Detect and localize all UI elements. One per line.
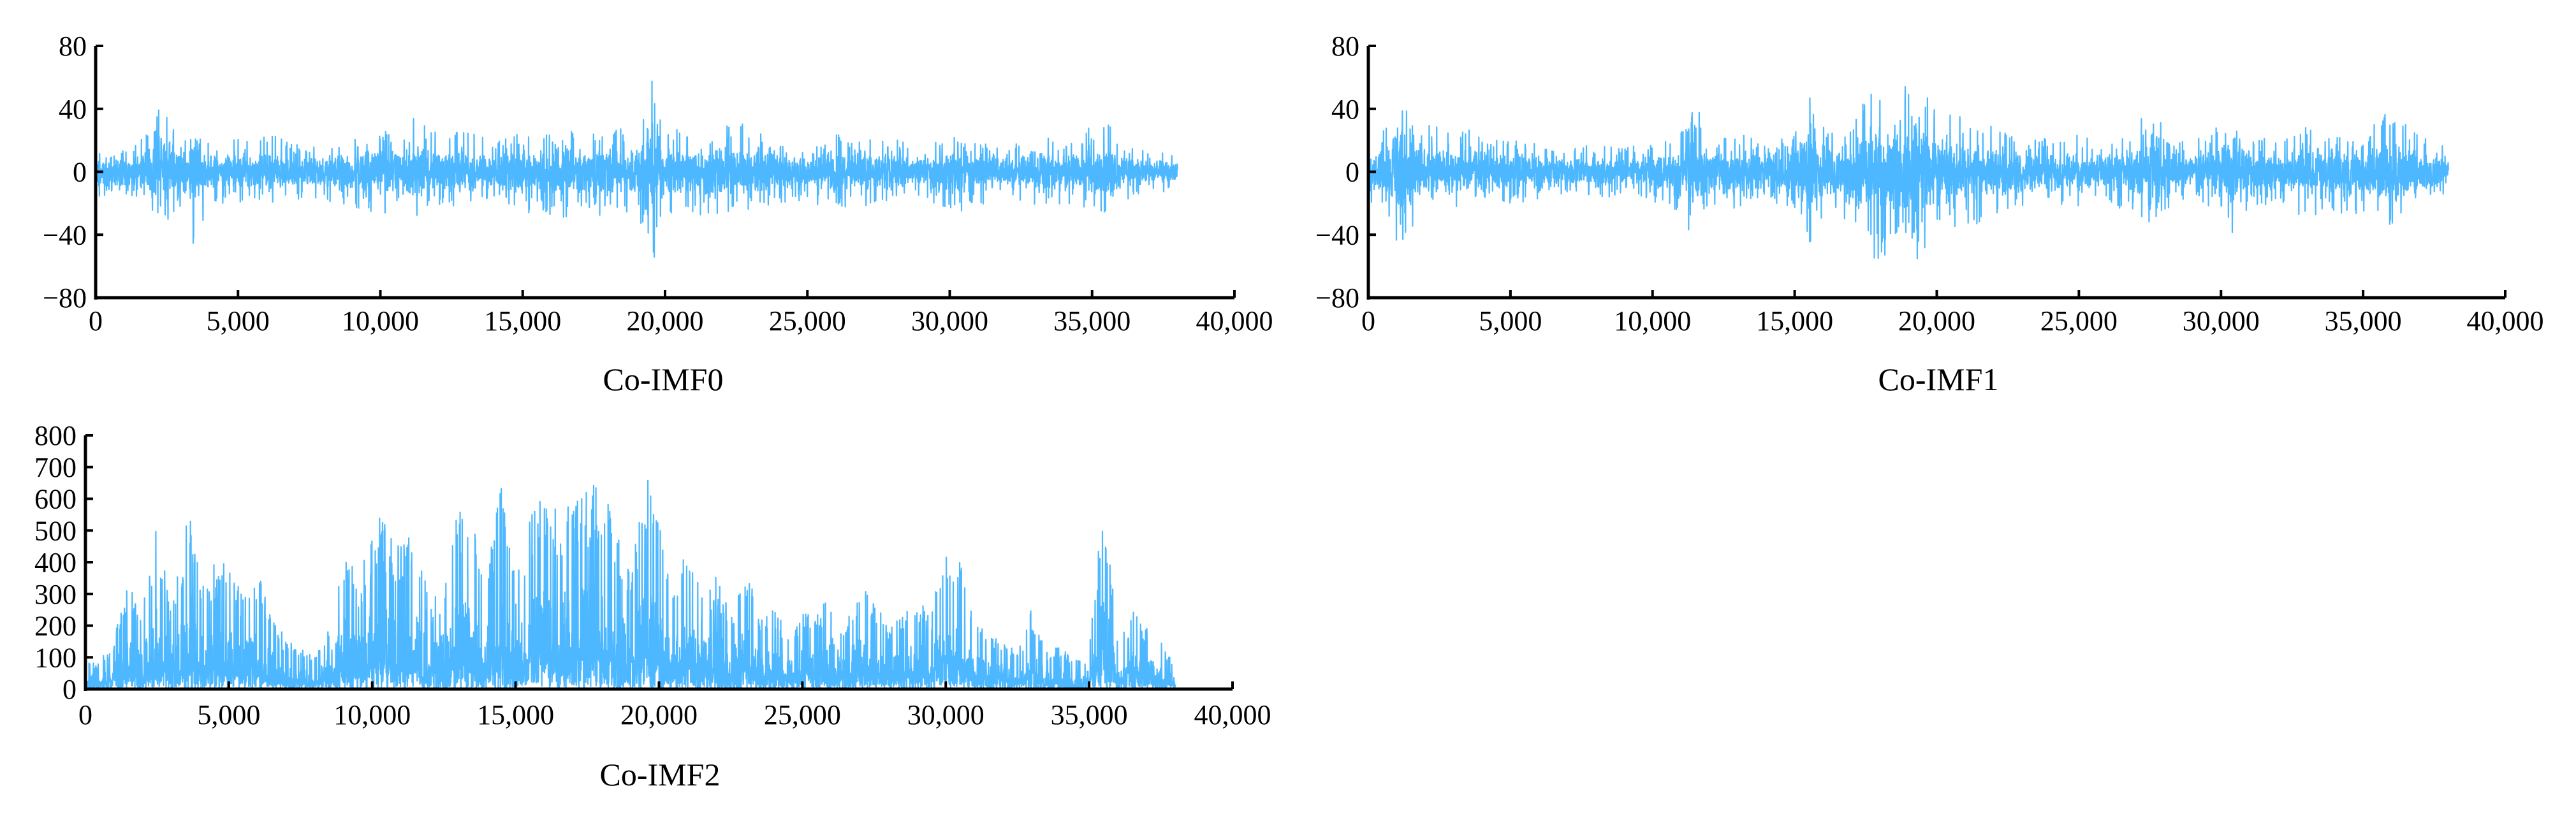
x-tick-label: 5,000: [197, 699, 260, 730]
x-tick-label: 15,000: [1756, 305, 1833, 337]
co-imf1-caption: Co-IMF1: [1878, 361, 1999, 397]
chart-co-imf2: 0 5,000 10,000 15,000 20,000 25,000 30,000 35,0…: [34, 420, 1271, 792]
y-tick-label: −40: [1315, 219, 1359, 251]
x-tick-label: 25,000: [764, 699, 841, 730]
x-tick-label: 20,000: [627, 305, 704, 337]
y-tick-label: 0: [62, 674, 77, 705]
co-imf1-ticks: 0 5,000 10,000 15,000 20,000 25,000 30,000 35,0…: [1315, 31, 2543, 337]
x-tick-label: 30,000: [911, 305, 988, 337]
y-tick-label: 400: [34, 547, 77, 578]
y-tick-label: 700: [34, 452, 77, 483]
y-tick-label: 0: [73, 157, 87, 188]
y-tick-label: −40: [43, 219, 87, 251]
x-tick-label: 25,000: [2040, 305, 2118, 337]
x-tick-label: 10,000: [1614, 305, 1691, 337]
x-tick-label: 30,000: [907, 699, 984, 730]
co-imf0-series: [94, 80, 1178, 258]
y-tick-label: −80: [43, 282, 87, 314]
y-tick-label: 200: [34, 611, 77, 642]
y-tick-label: 300: [34, 579, 77, 610]
y-tick-label: 800: [34, 420, 77, 451]
series-line: [94, 80, 1178, 258]
x-tick-label: 35,000: [1051, 699, 1128, 730]
x-tick-label: 5,000: [207, 305, 270, 337]
x-tick-label: 40,000: [1196, 305, 1273, 337]
x-tick-label: 40,000: [2467, 305, 2544, 337]
x-tick-label: 20,000: [1898, 305, 1975, 337]
y-tick-label: 600: [34, 484, 77, 515]
series-line: [84, 479, 1176, 690]
x-tick-label: 30,000: [2183, 305, 2260, 337]
x-tick-label: 40,000: [1194, 699, 1271, 730]
y-tick-label: 0: [1345, 157, 1359, 188]
co-imf2-caption: Co-IMF2: [600, 757, 721, 792]
co-imf2-series: [84, 479, 1176, 690]
y-tick-label: 80: [59, 31, 87, 62]
y-tick-label: −80: [1315, 282, 1359, 314]
x-tick-label: 5,000: [1479, 305, 1542, 337]
x-tick-label: 0: [78, 699, 92, 730]
x-tick-label: 25,000: [769, 305, 846, 337]
series-line: [1367, 86, 2449, 259]
co-imf2-ticks: 0 5,000 10,000 15,000 20,000 25,000 30,000 35,0…: [34, 420, 1271, 730]
chart-co-imf1: 0 5,000 10,000 15,000 20,000 25,000 30,000 35,0…: [1315, 31, 2543, 397]
y-tick-label: 80: [1331, 31, 1359, 62]
co-imf0-ticks: 0 5,000 10,000 15,000 20,000 25,000 30,000 35,0…: [43, 31, 1273, 337]
x-tick-label: 15,000: [484, 305, 561, 337]
x-tick-label: 20,000: [620, 699, 698, 730]
x-tick-label: 10,000: [333, 699, 411, 730]
x-tick-label: 0: [89, 305, 103, 337]
x-tick-label: 35,000: [2325, 305, 2402, 337]
y-tick-label: 100: [34, 642, 77, 673]
chart-co-imf0: 0 5,000 10,000 15,000 20,000 25,000 30,000 35,0…: [43, 31, 1273, 397]
y-tick-label: 40: [1331, 94, 1359, 125]
x-tick-label: 35,000: [1053, 305, 1131, 337]
co-imf1-series: [1367, 86, 2449, 259]
x-tick-label: 0: [1361, 305, 1375, 337]
co-imf0-caption: Co-IMF0: [603, 361, 724, 397]
y-tick-label: 40: [59, 94, 87, 125]
x-tick-label: 15,000: [477, 699, 554, 730]
x-tick-label: 10,000: [342, 305, 419, 337]
y-tick-label: 500: [34, 515, 77, 546]
